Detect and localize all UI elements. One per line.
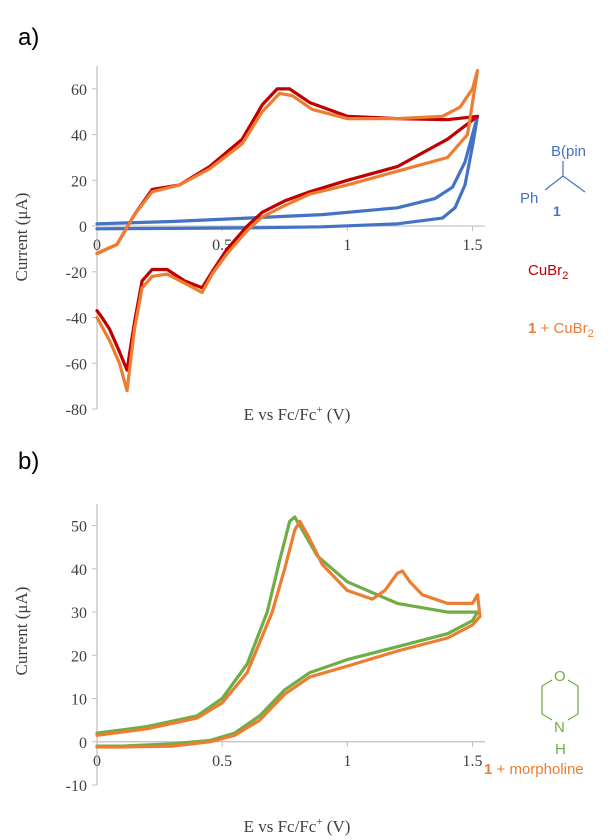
y-tick-label: 20 [71,173,87,190]
y-tick-label: 0 [79,219,87,236]
panel-b: b) -10 0 10 20 30 40 50 0 0.5 1 1.5 Current (μA) E… [12,448,584,836]
y-tick-label: 20 [71,648,87,665]
hydrogen-label: H [555,741,566,758]
x-tick-label: 1 [343,753,351,770]
x-tick-label: 0.5 [212,753,232,770]
x-tick-label: 1.5 [462,753,482,770]
y-tick-label: 40 [71,562,87,579]
y-tick-label: 10 [71,692,87,709]
ring-bond [567,713,579,721]
series-line-1-cubr2 [95,69,480,393]
y-tick-label: -80 [66,402,87,419]
bond-line [544,175,564,191]
y-tick-label: 0 [79,735,87,752]
legend-1-plus-morpholine: 1 + morpholine [484,761,584,778]
y-tick-label: 60 [71,82,87,99]
y-tick-label: 50 [71,519,87,536]
panel-b-label: b) [18,448,39,475]
oxygen-label: O [554,668,566,685]
panel-a-x-axis-label: E vs Fc/Fc+ (V) [244,404,351,424]
ring-bond [567,679,579,687]
compound-number-label: 1 [553,203,561,219]
panel-a-series [95,69,480,393]
y-tick-label: -60 [66,356,87,373]
ring-bond [541,713,553,721]
ring-bond [541,679,553,687]
panel-b-y-axis-label: Current (μA) [12,587,31,676]
series-line-1 [95,114,480,231]
phenyl-label: Ph [520,190,538,207]
morpholine-structure: O N H [541,668,579,758]
panel-a-label: a) [18,24,39,51]
y-tick-label: 30 [71,605,87,622]
y-tick-label: -20 [66,265,87,282]
x-tick-label: 1 [343,237,351,254]
series-line-morpholine [95,515,480,748]
panel-b-x-axis-label: E vs Fc/Fc+ (V) [244,816,351,836]
panel-b-ticks: -10 0 10 20 30 40 50 0 0.5 1 1.5 [66,519,483,795]
panel-a-y-axis-label: Current (μA) [12,193,31,282]
x-tick-label: 1.5 [462,237,482,254]
legend-1-plus-cubr2: 1 + CuBr2 [528,320,594,340]
legend-cubr2: CuBr2 [528,262,568,282]
x-tick-label: 0 [93,753,101,770]
bond-line [562,175,586,193]
y-tick-label: -40 [66,311,87,328]
x-tick-label: 0 [93,237,101,254]
panel-b-axes [96,504,485,785]
y-tick-label: 40 [71,128,87,145]
y-tick-label: -10 [66,778,87,795]
compound-1-structure: B(pin Ph 1 [520,143,586,219]
series-line-1-morpholine [95,519,482,749]
panel-b-series [95,515,482,749]
pinacolboronate-label: B(pin [551,143,586,160]
nitrogen-label: N [554,719,565,736]
